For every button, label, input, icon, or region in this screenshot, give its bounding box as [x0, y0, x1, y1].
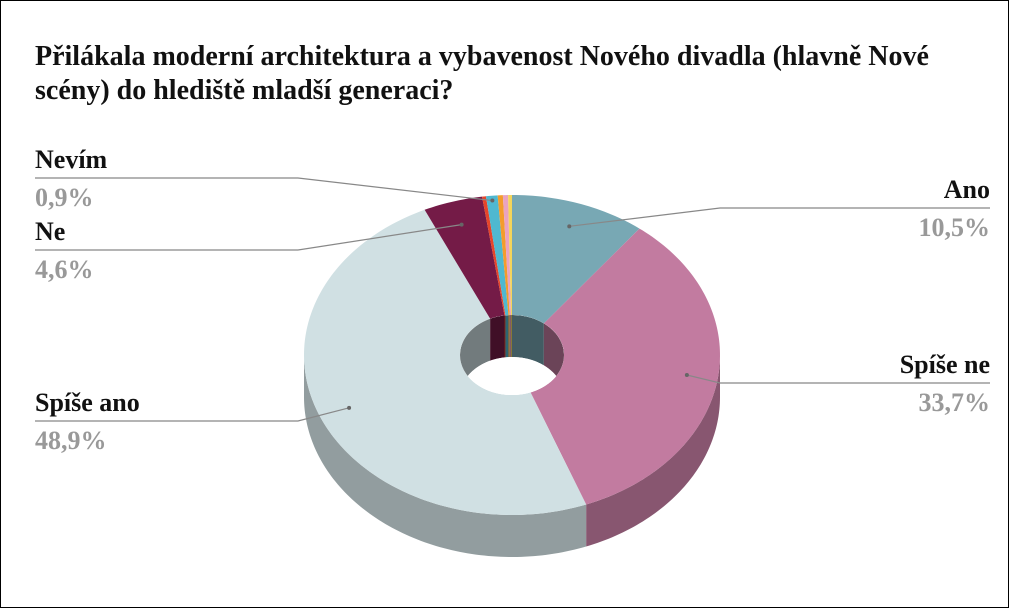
slice	[485, 195, 509, 316]
slice-side	[304, 355, 587, 557]
leader-dot	[347, 405, 352, 410]
hole-bottom	[460, 357, 564, 395]
leader-dot	[684, 373, 689, 378]
slice-side	[586, 355, 720, 547]
slice	[530, 228, 720, 505]
slice-inner-wall	[512, 315, 544, 366]
slice	[497, 195, 510, 316]
slice-label: Ano	[944, 175, 990, 204]
slice	[508, 195, 512, 316]
slice-inner-wall	[509, 315, 512, 358]
slice-inner-wall	[505, 315, 509, 358]
chart-title: Přilákala moderní architektura a vybaven…	[35, 41, 929, 106]
hole-walls	[460, 315, 564, 395]
leader-dot	[459, 222, 464, 227]
slice-label: Ne	[35, 217, 65, 246]
slice-inner-wall	[504, 315, 506, 358]
leader-line	[35, 224, 462, 251]
slice-label: Nevím	[35, 145, 108, 174]
leader-dot	[567, 224, 572, 229]
slice	[304, 209, 587, 516]
slice-value-label: 10,5%	[919, 213, 991, 242]
slice-label: Spíše ano	[35, 388, 140, 417]
slice	[482, 196, 506, 316]
leader-dot	[490, 198, 495, 203]
leader-line	[35, 177, 493, 202]
slice-inner-wall	[508, 315, 510, 358]
slice-value-label: 0,9%	[35, 183, 94, 212]
slice-value-label: 48,9%	[35, 426, 107, 455]
slice-inner-wall	[511, 315, 512, 358]
leader-line	[686, 374, 990, 384]
slice-value-label: 4,6%	[35, 255, 94, 284]
leader-line	[569, 207, 990, 227]
slice-value-label: 33,7%	[919, 388, 991, 417]
leader-line	[35, 407, 350, 422]
slice-label: Spíše ne	[900, 350, 990, 379]
slice	[502, 195, 512, 316]
slice	[512, 195, 640, 324]
slice-inner-wall	[490, 315, 505, 361]
slice-inner-wall	[460, 318, 491, 395]
